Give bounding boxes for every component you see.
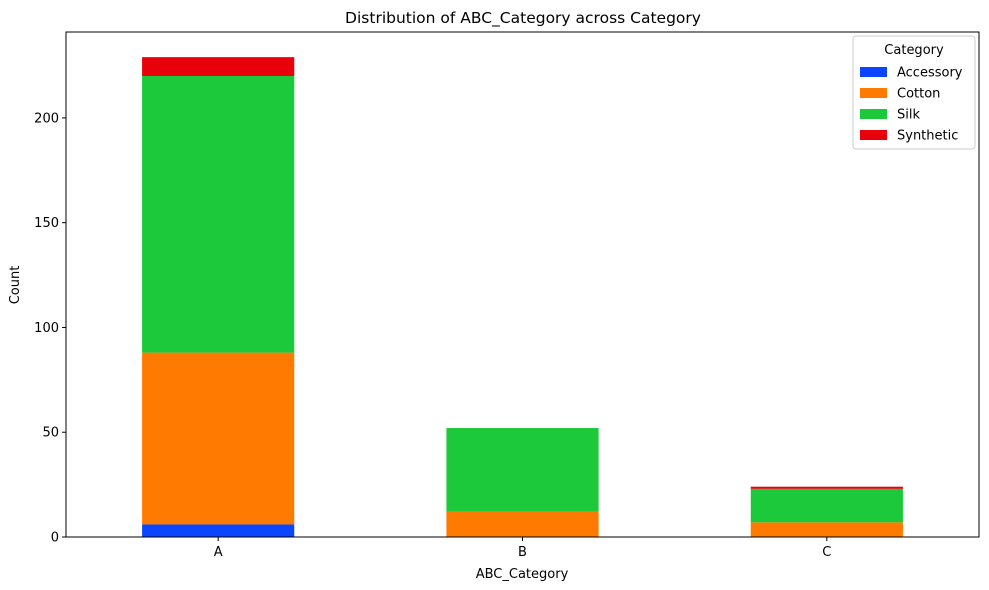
legend-swatch-cotton: [860, 88, 887, 98]
legend-swatch-synthetic: [860, 130, 887, 140]
legend: Category Accessory Cotton Silk Synthetic: [852, 35, 976, 150]
legend-swatch-silk: [860, 109, 887, 119]
x-tick-label: C: [822, 545, 831, 560]
bar-A-accessory: [142, 524, 295, 537]
y-axis-label: Count: [8, 266, 23, 305]
legend-items: Accessory Cotton Silk Synthetic: [860, 66, 963, 144]
legend-label-silk: Silk: [897, 108, 920, 123]
y-tick-label: 200: [34, 111, 59, 126]
legend-frame: [852, 35, 976, 150]
bar-A-cotton: [142, 352, 295, 525]
bar-A-silk: [142, 76, 295, 353]
bar-C-silk: [750, 488, 903, 523]
bar-B-cotton: [446, 511, 599, 537]
x-tick-label: A: [214, 545, 223, 560]
x-axis-label: ABC_Category: [476, 567, 569, 582]
legend-label-cotton: Cotton: [897, 87, 940, 102]
legend-label-synthetic: Synthetic: [897, 129, 958, 144]
bar-C-cotton: [750, 522, 903, 537]
plot-frame: [65, 31, 980, 538]
x-tick-label: B: [518, 545, 527, 560]
y-tick-label: 50: [42, 426, 59, 441]
bar-A-synthetic: [142, 57, 295, 77]
bar-C-synthetic: [750, 486, 903, 489]
y-tick-label: 100: [34, 321, 59, 336]
y-tick-label: 150: [34, 216, 59, 231]
chart-title: Distribution of ABC_Category across Cate…: [345, 9, 701, 28]
y-tick-label: 0: [51, 531, 59, 546]
bar-B-silk: [446, 428, 599, 512]
plot-area: A B C 0 50 100 150 200: [34, 31, 980, 560]
legend-swatch-accessory: [860, 67, 887, 77]
legend-label-accessory: Accessory: [897, 66, 963, 81]
legend-title: Category: [884, 43, 944, 58]
